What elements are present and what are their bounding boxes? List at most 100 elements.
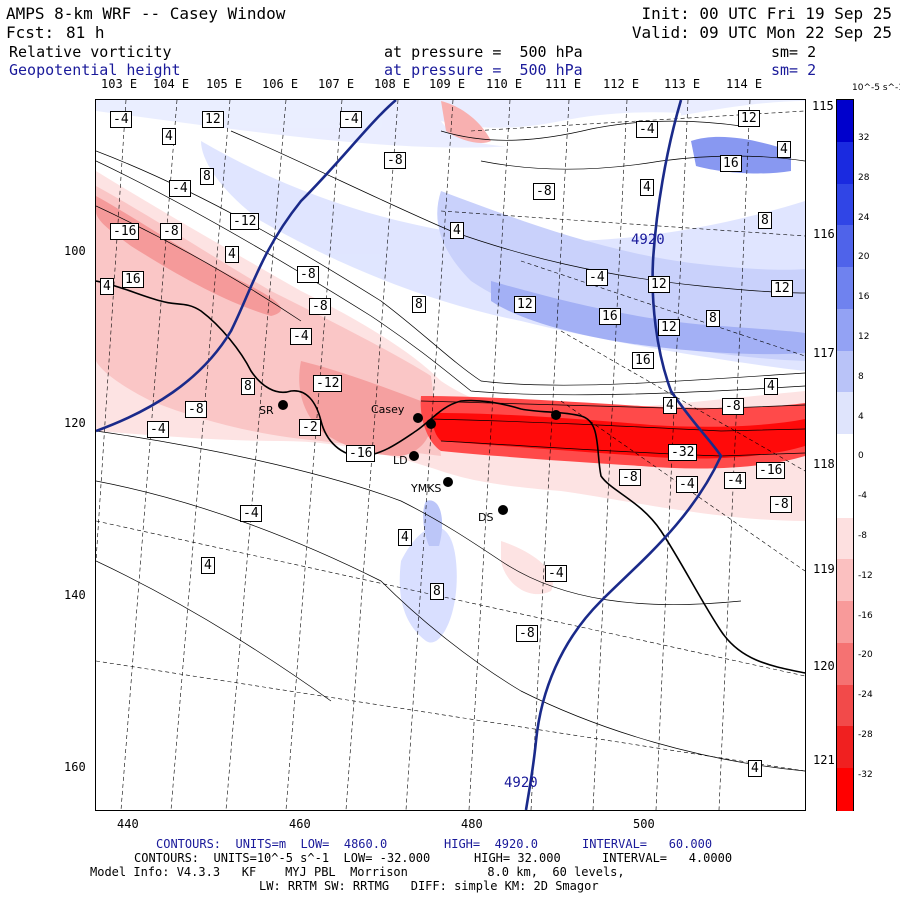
x-tick: 480 xyxy=(461,817,483,831)
contour-value-label: -4 xyxy=(110,111,132,128)
contour-value-label: 8 xyxy=(430,583,444,600)
contour-value-label: 8 xyxy=(412,296,426,313)
color-bar-segment xyxy=(837,726,853,770)
contour-value-label: 16 xyxy=(632,352,654,369)
contour-value-label: 4 xyxy=(162,128,176,145)
contour-value-label: -16 xyxy=(110,223,140,240)
color-bar-label: -20 xyxy=(858,650,873,661)
color-bar-segment xyxy=(837,434,853,477)
height-label: 4920 xyxy=(504,775,538,791)
contour-value-label: -12 xyxy=(313,375,343,392)
contour-value-label: -8 xyxy=(185,401,207,418)
contour-value-label: 4 xyxy=(748,760,762,777)
contour-value-label: -4 xyxy=(169,180,191,197)
color-bar-segment xyxy=(837,642,853,686)
contour-value-label: -32 xyxy=(668,444,698,461)
x-tick: 500 xyxy=(633,817,655,831)
field2-name: Geopotential height xyxy=(9,61,181,79)
x-tick: 460 xyxy=(289,817,311,831)
contour-value-label: 12 xyxy=(514,296,536,313)
color-bar-segment xyxy=(837,183,853,227)
station-label: Casey xyxy=(371,403,405,416)
field1-smoothing: sm= 2 xyxy=(771,43,817,61)
contour-value-label: 4 xyxy=(764,378,778,395)
color-bar-label: -4 xyxy=(858,491,867,502)
color-bar-label: 32 xyxy=(858,133,870,143)
color-bar-segment xyxy=(837,392,853,436)
contour-value-label: 12 xyxy=(738,110,760,127)
lon-label: 109 E xyxy=(429,77,466,91)
color-bar-segment xyxy=(837,475,853,519)
color-bar-label: 20 xyxy=(858,252,870,263)
vorticity-contours xyxy=(96,120,805,772)
model-info: Model Info: V4.3.3 KF MYJ PBL Morrison 8… xyxy=(90,865,625,879)
contour-value-label: -4 xyxy=(240,505,262,522)
forecast-hours: 81 h xyxy=(66,23,105,42)
valid-time: Valid: 09 UTC Mon 22 Sep 25 xyxy=(631,23,892,42)
y-tick: 120 xyxy=(64,416,86,430)
init-time: Init: 00 UTC Fri 19 Sep 25 xyxy=(641,4,892,23)
station-markers xyxy=(278,400,561,515)
color-bar-label: -8 xyxy=(858,531,867,541)
contour-value-label: 4 xyxy=(398,529,412,546)
color-bar-segment xyxy=(837,100,853,143)
contour-value-label: 12 xyxy=(658,319,680,336)
contour-value-label: 12 xyxy=(202,111,224,128)
height-contours xyxy=(96,100,723,810)
field1-level: at pressure = 500 hPa xyxy=(384,43,583,61)
lon-label: 108 E xyxy=(374,77,411,91)
contour-value-label: -4 xyxy=(676,476,698,493)
color-bar-label: -24 xyxy=(858,690,873,701)
color-bar xyxy=(836,99,854,811)
color-bar-label: 4 xyxy=(858,411,864,422)
contour-value-label: -16 xyxy=(756,462,786,479)
color-bar-label: 24 xyxy=(858,212,870,223)
contour-value-label: -4 xyxy=(724,472,746,489)
field2-level: at pressure = 500 hPa xyxy=(384,61,583,79)
color-bar-segment xyxy=(837,768,853,811)
contour-value-label: -4 xyxy=(147,421,169,438)
lon-label: 107 E xyxy=(318,77,355,91)
station-label: YMKS xyxy=(411,482,442,495)
contour-value-label: -8 xyxy=(160,223,182,240)
graticule xyxy=(96,100,805,810)
contour-value-label: -8 xyxy=(384,152,406,169)
vorticity-contour-interval: INTERVAL= 4.0000 xyxy=(602,851,733,865)
contour-value-label: -4 xyxy=(545,565,567,582)
color-bar-segment xyxy=(837,517,853,561)
lon-label: 110 E xyxy=(486,77,523,91)
contour-value-label: 16 xyxy=(122,271,144,288)
contour-value-label: -4 xyxy=(586,269,608,286)
color-bar-units: 10^-5 s^-1 xyxy=(852,83,900,93)
contour-value-label: 4 xyxy=(450,222,464,239)
contour-value-label: -16 xyxy=(346,445,376,462)
contour-value-label: -8 xyxy=(309,298,331,315)
color-bar-label: 16 xyxy=(858,292,870,303)
color-bar-label: 8 xyxy=(858,371,864,382)
contour-value-label: -8 xyxy=(619,469,641,486)
contour-value-label: -8 xyxy=(722,398,744,415)
height-contour-interval: INTERVAL= 60.000 xyxy=(582,837,713,851)
color-bar-segment xyxy=(837,267,853,310)
lon-label: 114 E xyxy=(726,77,763,91)
contour-value-label: 12 xyxy=(648,276,670,293)
contour-value-label: 4 xyxy=(663,397,677,414)
y-tick: 160 xyxy=(64,760,86,774)
model-title: AMPS 8-km WRF -- Casey Window xyxy=(6,4,286,23)
contour-value-label: -4 xyxy=(340,111,362,128)
lon-label: 105 E xyxy=(206,77,243,91)
contour-value-label: -8 xyxy=(516,625,538,642)
contour-value-label: 4 xyxy=(777,141,791,158)
color-bar-label: -12 xyxy=(858,570,873,581)
contour-value-label: -12 xyxy=(230,213,260,230)
color-bar-segment xyxy=(837,350,853,394)
color-bar-segment xyxy=(837,601,853,644)
station-label: SR xyxy=(259,404,274,417)
height-label: 4920 xyxy=(631,232,665,248)
color-bar-label: -28 xyxy=(858,730,873,740)
field1-name: Relative vorticity xyxy=(9,43,172,61)
contour-value-label: -2 xyxy=(299,419,321,436)
contour-value-label: -8 xyxy=(297,266,319,283)
contour-value-label: 4 xyxy=(100,278,114,295)
vorticity-map xyxy=(95,99,806,811)
